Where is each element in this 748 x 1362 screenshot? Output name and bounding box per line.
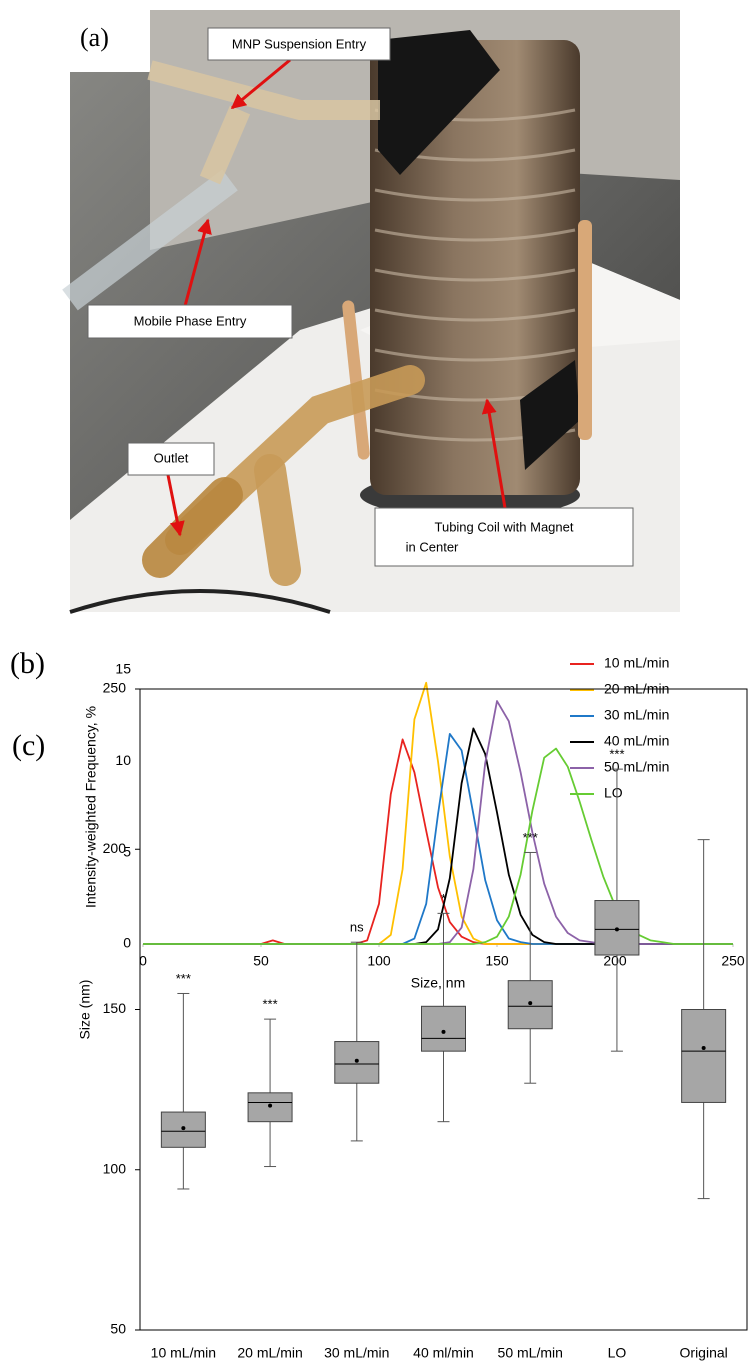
significance: *** — [176, 971, 191, 986]
x-tick-label: 150 — [485, 953, 509, 969]
x-tick-label: 30 mL/min — [324, 1345, 389, 1361]
mean — [355, 1059, 359, 1063]
mean — [442, 1030, 446, 1034]
significance: *** — [262, 997, 277, 1012]
panel-label: (b) — [10, 647, 45, 680]
y-tick-label: 150 — [103, 1000, 127, 1016]
y-tick-label: 50 — [110, 1321, 126, 1337]
annotation: MNP Suspension Entry — [232, 36, 367, 51]
x-tick-label: LO — [608, 1345, 627, 1361]
significance: *** — [609, 747, 624, 762]
x-tick-label: 250 — [721, 953, 745, 969]
x-axis-label: Size, nm — [411, 975, 465, 991]
mean — [615, 927, 619, 931]
y-tick-label: 250 — [103, 680, 127, 696]
y-axis-label: Size (nm) — [77, 980, 93, 1040]
legend-label: 10 mL/min — [604, 655, 669, 671]
annotation: Outlet — [154, 450, 189, 465]
x-tick-label: 10 mL/min — [151, 1345, 216, 1361]
annotation: Mobile Phase Entry — [134, 313, 247, 328]
significance: *** — [523, 830, 538, 845]
legend-label: LO — [604, 785, 623, 801]
y-tick-label: 100 — [103, 1160, 127, 1176]
y-tick-label: 0 — [123, 935, 131, 951]
panel-label: (a) — [80, 23, 109, 52]
x-tick-label: 50 mL/min — [498, 1345, 563, 1361]
mean — [528, 1001, 532, 1005]
series-line — [143, 749, 733, 944]
photo: MNP Suspension Entry Mobile Phase Entry … — [70, 10, 680, 612]
panel-label: (c) — [12, 729, 45, 762]
y-axis-label: Intensity-weighted Frequency, % — [83, 706, 99, 908]
x-tick-label: 100 — [367, 953, 391, 969]
significance: ns — [350, 920, 364, 935]
annotation: in Center — [406, 539, 459, 554]
x-tick-label: Original — [680, 1345, 728, 1361]
x-tick-label: 40 ml/min — [413, 1345, 474, 1361]
x-tick-label: 50 — [253, 953, 269, 969]
y-tick-label: 200 — [103, 840, 127, 856]
mean — [702, 1046, 706, 1050]
significance: * — [441, 891, 446, 906]
mean — [268, 1104, 272, 1108]
mean — [181, 1126, 185, 1130]
y-tick-label: 15 — [115, 661, 131, 677]
figure: MNP Suspension Entry Mobile Phase Entry … — [0, 0, 748, 1362]
x-tick-label: 20 mL/min — [237, 1345, 302, 1361]
y-tick-label: 10 — [115, 752, 131, 768]
box — [422, 1006, 466, 1051]
annotation: Tubing Coil with Magnet — [435, 519, 574, 534]
box — [682, 1010, 726, 1103]
legend-label: 30 mL/min — [604, 707, 669, 723]
